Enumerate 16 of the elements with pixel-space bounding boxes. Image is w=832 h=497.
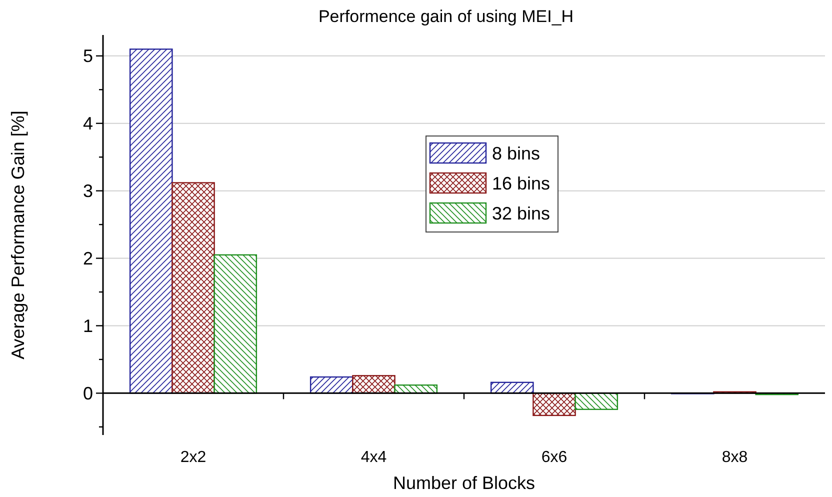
y-tick-label: 5	[82, 46, 93, 66]
x-tick-label: 6x6	[541, 449, 568, 466]
chart-title: Performence gain of using MEI_H	[318, 7, 574, 26]
y-tick-label: 0	[82, 383, 93, 404]
legend-label: 8 bins	[492, 143, 540, 164]
y-tick-label: 2	[82, 248, 93, 269]
legend-label: 16 bins	[492, 173, 550, 194]
y-tick-label: 3	[82, 181, 93, 202]
y-axis-title: Average Performance Gain [%]	[8, 110, 28, 360]
legend-label: 32 bins	[492, 203, 550, 224]
x-tick-label: 2x2	[180, 449, 206, 466]
x-tick-label: 8x8	[722, 449, 748, 466]
y-tick-label: 4	[82, 114, 93, 134]
y-tick-label: 1	[82, 316, 93, 336]
x-axis-title: Number of Blocks	[392, 473, 536, 493]
x-tick-label: 4x4	[360, 449, 387, 466]
